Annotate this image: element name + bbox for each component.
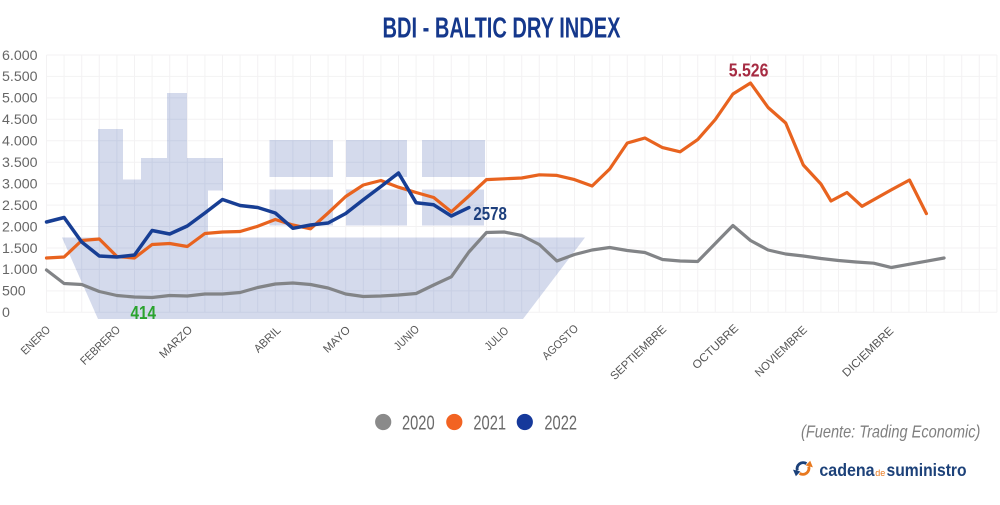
svg-text:5.000: 5.000	[2, 91, 38, 107]
svg-text:BDI - BALTIC DRY INDEX: BDI - BALTIC DRY INDEX	[383, 12, 621, 44]
svg-text:0: 0	[2, 305, 10, 321]
svg-text:2022: 2022	[544, 411, 577, 434]
svg-text:5.500: 5.500	[2, 69, 38, 85]
svg-text:1.000: 1.000	[2, 262, 38, 278]
svg-text:1.500: 1.500	[2, 241, 38, 257]
svg-text:de: de	[875, 468, 885, 479]
svg-text:suministro: suministro	[887, 460, 967, 480]
svg-text:500: 500	[2, 284, 26, 300]
svg-text:3.500: 3.500	[2, 155, 38, 171]
svg-text:6.000: 6.000	[2, 48, 38, 64]
svg-text:2020: 2020	[402, 411, 435, 434]
svg-text:4.000: 4.000	[2, 134, 38, 150]
svg-text:4.500: 4.500	[2, 112, 38, 128]
svg-text:414: 414	[131, 303, 157, 323]
svg-text:cadena: cadena	[819, 460, 874, 480]
svg-text:2.000: 2.000	[2, 219, 38, 235]
svg-text:5.526: 5.526	[729, 60, 769, 80]
svg-text:2021: 2021	[473, 411, 506, 434]
svg-text:(Fuente: Trading Economic): (Fuente: Trading Economic)	[801, 422, 980, 442]
svg-text:2578: 2578	[473, 204, 507, 224]
svg-text:2.500: 2.500	[2, 198, 38, 214]
svg-text:3.000: 3.000	[2, 177, 38, 193]
